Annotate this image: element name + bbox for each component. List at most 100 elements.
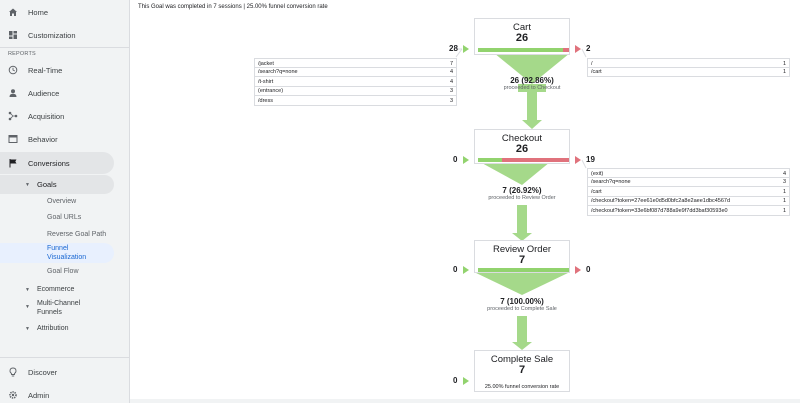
nav-admin[interactable]: Admin xyxy=(0,384,130,403)
funnel-arrowhead xyxy=(512,342,532,350)
nav-home-label: Home xyxy=(28,7,49,17)
proceeded-label: proceeded to Checkout xyxy=(503,85,561,91)
funnel-stage-checkout: Checkout 26 xyxy=(474,129,570,164)
funnel-cone xyxy=(474,272,570,295)
nav-goal-flow[interactable]: Goal Flow xyxy=(47,268,79,275)
stage-exits: 2 xyxy=(586,44,591,53)
table-row[interactable]: (entrance) 3 xyxy=(254,86,457,97)
funnel-cone xyxy=(480,162,550,185)
entrance-arrow-icon xyxy=(463,156,469,164)
entrance-arrow-icon xyxy=(463,266,469,274)
caret-down-icon: ▼ xyxy=(25,304,30,310)
nav-customization-label: Customization xyxy=(28,30,76,40)
exit-arrow-icon xyxy=(575,156,581,164)
proceeded-summary: 26 (92.86%) proceeded to Checkout xyxy=(472,76,592,91)
lightbulb-icon xyxy=(8,367,18,377)
nav-attribution[interactable]: Attribution xyxy=(37,325,69,332)
nav-conversions[interactable]: Conversions xyxy=(0,152,114,174)
nav-conversions-label: Conversions xyxy=(28,158,70,168)
stage-count: 7 xyxy=(518,364,526,376)
funnel-connector xyxy=(518,84,546,92)
acquisition-icon xyxy=(8,111,18,121)
stage-name: Review Order xyxy=(492,244,552,255)
stage-name: Checkout xyxy=(501,133,543,144)
entrance-table-cart: /jacket 7 /search?q=none 4 /t-shirt 4 (entr… xyxy=(254,58,457,106)
row-count: 7 xyxy=(449,60,453,67)
row-count: 3 xyxy=(449,88,453,95)
row-count: 1 xyxy=(782,207,786,214)
nav-discover[interactable]: Discover xyxy=(0,361,130,383)
clock-icon xyxy=(8,65,18,75)
table-row[interactable]: /cart 1 xyxy=(587,187,790,197)
nav-discover-label: Discover xyxy=(28,367,58,377)
exit-arrow-icon xyxy=(575,45,581,53)
nav-home[interactable]: Home xyxy=(0,1,130,23)
home-icon xyxy=(8,7,18,17)
caret-down-icon: ▼ xyxy=(25,326,30,332)
stage-entrances: 0 xyxy=(453,265,458,274)
nav-goals-overview[interactable]: Overview xyxy=(47,198,77,205)
proceeded-value: 26 (92.86%) xyxy=(510,76,554,85)
funnel-stem xyxy=(517,316,527,344)
table-row[interactable]: /checkout?token=33e6bf087d788a9e9f7dd3ba… xyxy=(587,206,790,216)
row-path: (exit) xyxy=(591,170,604,177)
nav-funnel-visualization-label: Funnel Visualization xyxy=(47,245,87,261)
sidebar-divider xyxy=(0,357,130,358)
row-count: 3 xyxy=(449,97,453,104)
table-row[interactable]: /1 xyxy=(587,58,790,68)
flag-icon xyxy=(8,158,18,168)
exit-table-cart: /1 /cart 1 xyxy=(587,58,790,78)
nav-acquisition[interactable]: Acquisition xyxy=(0,105,130,127)
table-row[interactable]: /jacket 7 xyxy=(254,58,457,68)
person-icon xyxy=(8,88,18,98)
row-path: /jacket xyxy=(258,60,274,67)
nav-customization[interactable]: Customization xyxy=(0,24,130,46)
proceeded-summary: 7 (26.92%) proceeded to Review Order xyxy=(462,186,582,201)
nav-behavior[interactable]: Behavior xyxy=(0,128,130,150)
row-path: /cart xyxy=(591,188,602,195)
stage-exit-bar xyxy=(563,48,569,52)
table-row[interactable]: /search?q=none 4 xyxy=(254,67,457,78)
table-row[interactable]: /checkout?token=27ee61e0d5d0bfc2a8e2aee1… xyxy=(587,196,790,207)
row-count: 1 xyxy=(782,69,786,76)
proceeded-label: proceeded to Complete Sale xyxy=(487,306,557,312)
nav-goals[interactable]: ▼ Goals xyxy=(0,175,114,194)
nav-reverse-goal-path[interactable]: Reverse Goal Path xyxy=(47,231,107,238)
nav-funnel-visualization[interactable]: Funnel Visualization xyxy=(0,243,114,263)
nav-audience[interactable]: Audience xyxy=(0,82,130,104)
nav-ecommerce[interactable]: Ecommerce xyxy=(37,286,75,293)
stage-count: 7 xyxy=(518,254,526,266)
row-count: 4 xyxy=(449,78,453,85)
nav-goal-urls[interactable]: Goal URLs xyxy=(47,214,82,221)
row-path: /cart xyxy=(591,69,602,76)
caret-down-icon: ▼ xyxy=(25,287,30,293)
funnel-arrowhead xyxy=(522,120,542,129)
behavior-icon xyxy=(8,134,18,144)
nav-acquisition-label: Acquisition xyxy=(28,111,65,121)
nav-realtime[interactable]: Real-Time xyxy=(0,59,130,81)
nav-multichannel[interactable]: Multi-Channel Funnels xyxy=(37,300,81,316)
stage-name: Complete Sale xyxy=(490,354,554,365)
stage-exits: 19 xyxy=(586,155,595,164)
exit-table-checkout: (exit) 4 /search?q=none 3 /cart 1 /checkout… xyxy=(587,168,790,216)
stage-entrances: 0 xyxy=(453,376,458,385)
row-path: /checkout?token=33e6bf087d788a9e9f7dd3ba… xyxy=(591,207,728,214)
entrance-arrow-icon xyxy=(463,377,469,385)
proceeded-value: 7 (26.92%) xyxy=(502,186,542,195)
row-count: 4 xyxy=(449,69,453,76)
horizontal-scrollbar[interactable] xyxy=(130,399,800,403)
table-row[interactable]: /t-shirt 4 xyxy=(254,77,457,87)
funnel-stage-review-order: Review Order 7 xyxy=(474,240,570,273)
funnel-summary: This Goal was completed in 7 sessions | … xyxy=(138,4,328,10)
funnel-conversion-rate: 25.00% funnel conversion rate xyxy=(484,384,560,390)
row-path: / xyxy=(591,60,593,67)
table-row[interactable]: (exit) 4 xyxy=(587,168,790,178)
table-row[interactable]: /cart 1 xyxy=(587,67,790,78)
table-row[interactable]: /dress 3 xyxy=(254,96,457,106)
table-row[interactable]: /search?q=none 3 xyxy=(587,177,790,188)
dashboard-icon xyxy=(8,30,18,40)
proceeded-label: proceeded to Review Order xyxy=(488,195,556,201)
entrance-connector xyxy=(455,48,463,58)
nav-realtime-label: Real-Time xyxy=(28,65,63,75)
